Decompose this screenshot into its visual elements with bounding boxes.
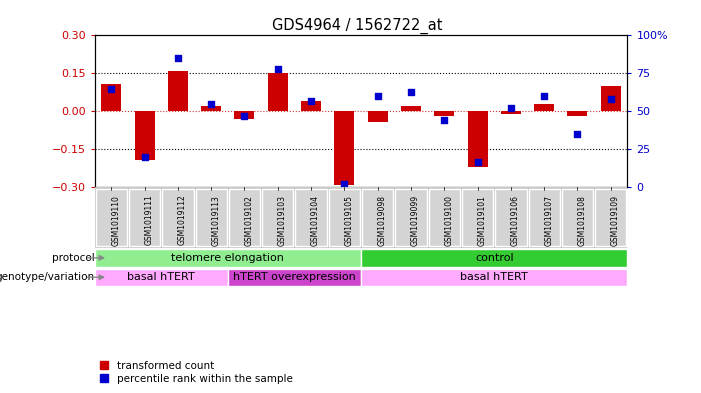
Text: GSM1019103: GSM1019103 bbox=[278, 195, 287, 246]
Text: GSM1019098: GSM1019098 bbox=[378, 195, 387, 246]
FancyBboxPatch shape bbox=[129, 189, 161, 246]
FancyBboxPatch shape bbox=[228, 268, 361, 286]
Bar bbox=[435, 111, 454, 116]
Text: GSM1019100: GSM1019100 bbox=[444, 195, 454, 246]
Text: GSM1019104: GSM1019104 bbox=[311, 195, 320, 246]
Bar bbox=[301, 101, 321, 111]
Text: control: control bbox=[475, 253, 514, 263]
Text: GSM1019112: GSM1019112 bbox=[178, 195, 187, 246]
Text: basal hTERT: basal hTERT bbox=[128, 272, 195, 282]
Bar bbox=[268, 73, 288, 111]
Bar bbox=[534, 104, 554, 111]
Legend: transformed count, percentile rank within the sample: transformed count, percentile rank withi… bbox=[100, 361, 292, 384]
FancyBboxPatch shape bbox=[428, 189, 460, 246]
FancyBboxPatch shape bbox=[495, 189, 526, 246]
Text: GSM1019102: GSM1019102 bbox=[245, 195, 254, 246]
Bar bbox=[501, 111, 521, 114]
FancyBboxPatch shape bbox=[362, 189, 393, 246]
Bar bbox=[567, 111, 587, 116]
Bar bbox=[234, 111, 254, 119]
Point bbox=[538, 93, 550, 99]
Text: GDS4964 / 1562722_at: GDS4964 / 1562722_at bbox=[272, 18, 443, 34]
Point bbox=[372, 93, 383, 99]
Point bbox=[106, 85, 117, 92]
Text: GSM1019113: GSM1019113 bbox=[211, 195, 220, 246]
Point bbox=[472, 158, 483, 165]
Text: hTERT overexpression: hTERT overexpression bbox=[233, 272, 356, 282]
Bar bbox=[168, 71, 188, 111]
Bar bbox=[334, 111, 355, 185]
Text: GSM1019109: GSM1019109 bbox=[611, 195, 620, 246]
Bar bbox=[401, 107, 421, 111]
FancyBboxPatch shape bbox=[196, 189, 227, 246]
FancyBboxPatch shape bbox=[361, 268, 627, 286]
FancyBboxPatch shape bbox=[595, 189, 627, 246]
Point bbox=[405, 88, 416, 95]
FancyBboxPatch shape bbox=[395, 189, 427, 246]
Text: GSM1019107: GSM1019107 bbox=[544, 195, 553, 246]
Bar bbox=[201, 107, 222, 111]
Point bbox=[505, 105, 517, 112]
Bar bbox=[468, 111, 487, 167]
Point bbox=[272, 66, 283, 72]
FancyBboxPatch shape bbox=[95, 268, 228, 286]
FancyBboxPatch shape bbox=[329, 189, 360, 246]
FancyBboxPatch shape bbox=[95, 249, 361, 266]
Text: GSM1019108: GSM1019108 bbox=[578, 195, 587, 246]
Text: genotype/variation: genotype/variation bbox=[0, 272, 95, 282]
Bar bbox=[135, 111, 154, 160]
Point bbox=[306, 97, 317, 104]
Point bbox=[205, 101, 217, 107]
Bar bbox=[601, 86, 620, 111]
FancyBboxPatch shape bbox=[262, 189, 294, 246]
Text: GSM1019106: GSM1019106 bbox=[511, 195, 520, 246]
Text: GSM1019101: GSM1019101 bbox=[477, 195, 486, 246]
Text: basal hTERT: basal hTERT bbox=[461, 272, 528, 282]
Text: protocol: protocol bbox=[52, 253, 95, 263]
FancyBboxPatch shape bbox=[229, 189, 260, 246]
FancyBboxPatch shape bbox=[361, 249, 627, 266]
Text: GSM1019111: GSM1019111 bbox=[144, 195, 154, 246]
Text: GSM1019110: GSM1019110 bbox=[111, 195, 121, 246]
FancyBboxPatch shape bbox=[562, 189, 593, 246]
Point bbox=[605, 96, 616, 102]
Point bbox=[172, 55, 184, 61]
Bar bbox=[101, 83, 121, 111]
Bar bbox=[368, 111, 388, 121]
Point bbox=[572, 131, 583, 137]
FancyBboxPatch shape bbox=[295, 189, 327, 246]
FancyBboxPatch shape bbox=[529, 189, 560, 246]
FancyBboxPatch shape bbox=[462, 189, 494, 246]
Point bbox=[339, 181, 350, 187]
Text: telomere elongation: telomere elongation bbox=[171, 253, 285, 263]
Text: GSM1019099: GSM1019099 bbox=[411, 195, 420, 246]
FancyBboxPatch shape bbox=[162, 189, 193, 246]
Point bbox=[139, 154, 150, 160]
Point bbox=[439, 118, 450, 124]
FancyBboxPatch shape bbox=[95, 189, 127, 246]
Text: GSM1019105: GSM1019105 bbox=[344, 195, 353, 246]
Point bbox=[239, 113, 250, 119]
